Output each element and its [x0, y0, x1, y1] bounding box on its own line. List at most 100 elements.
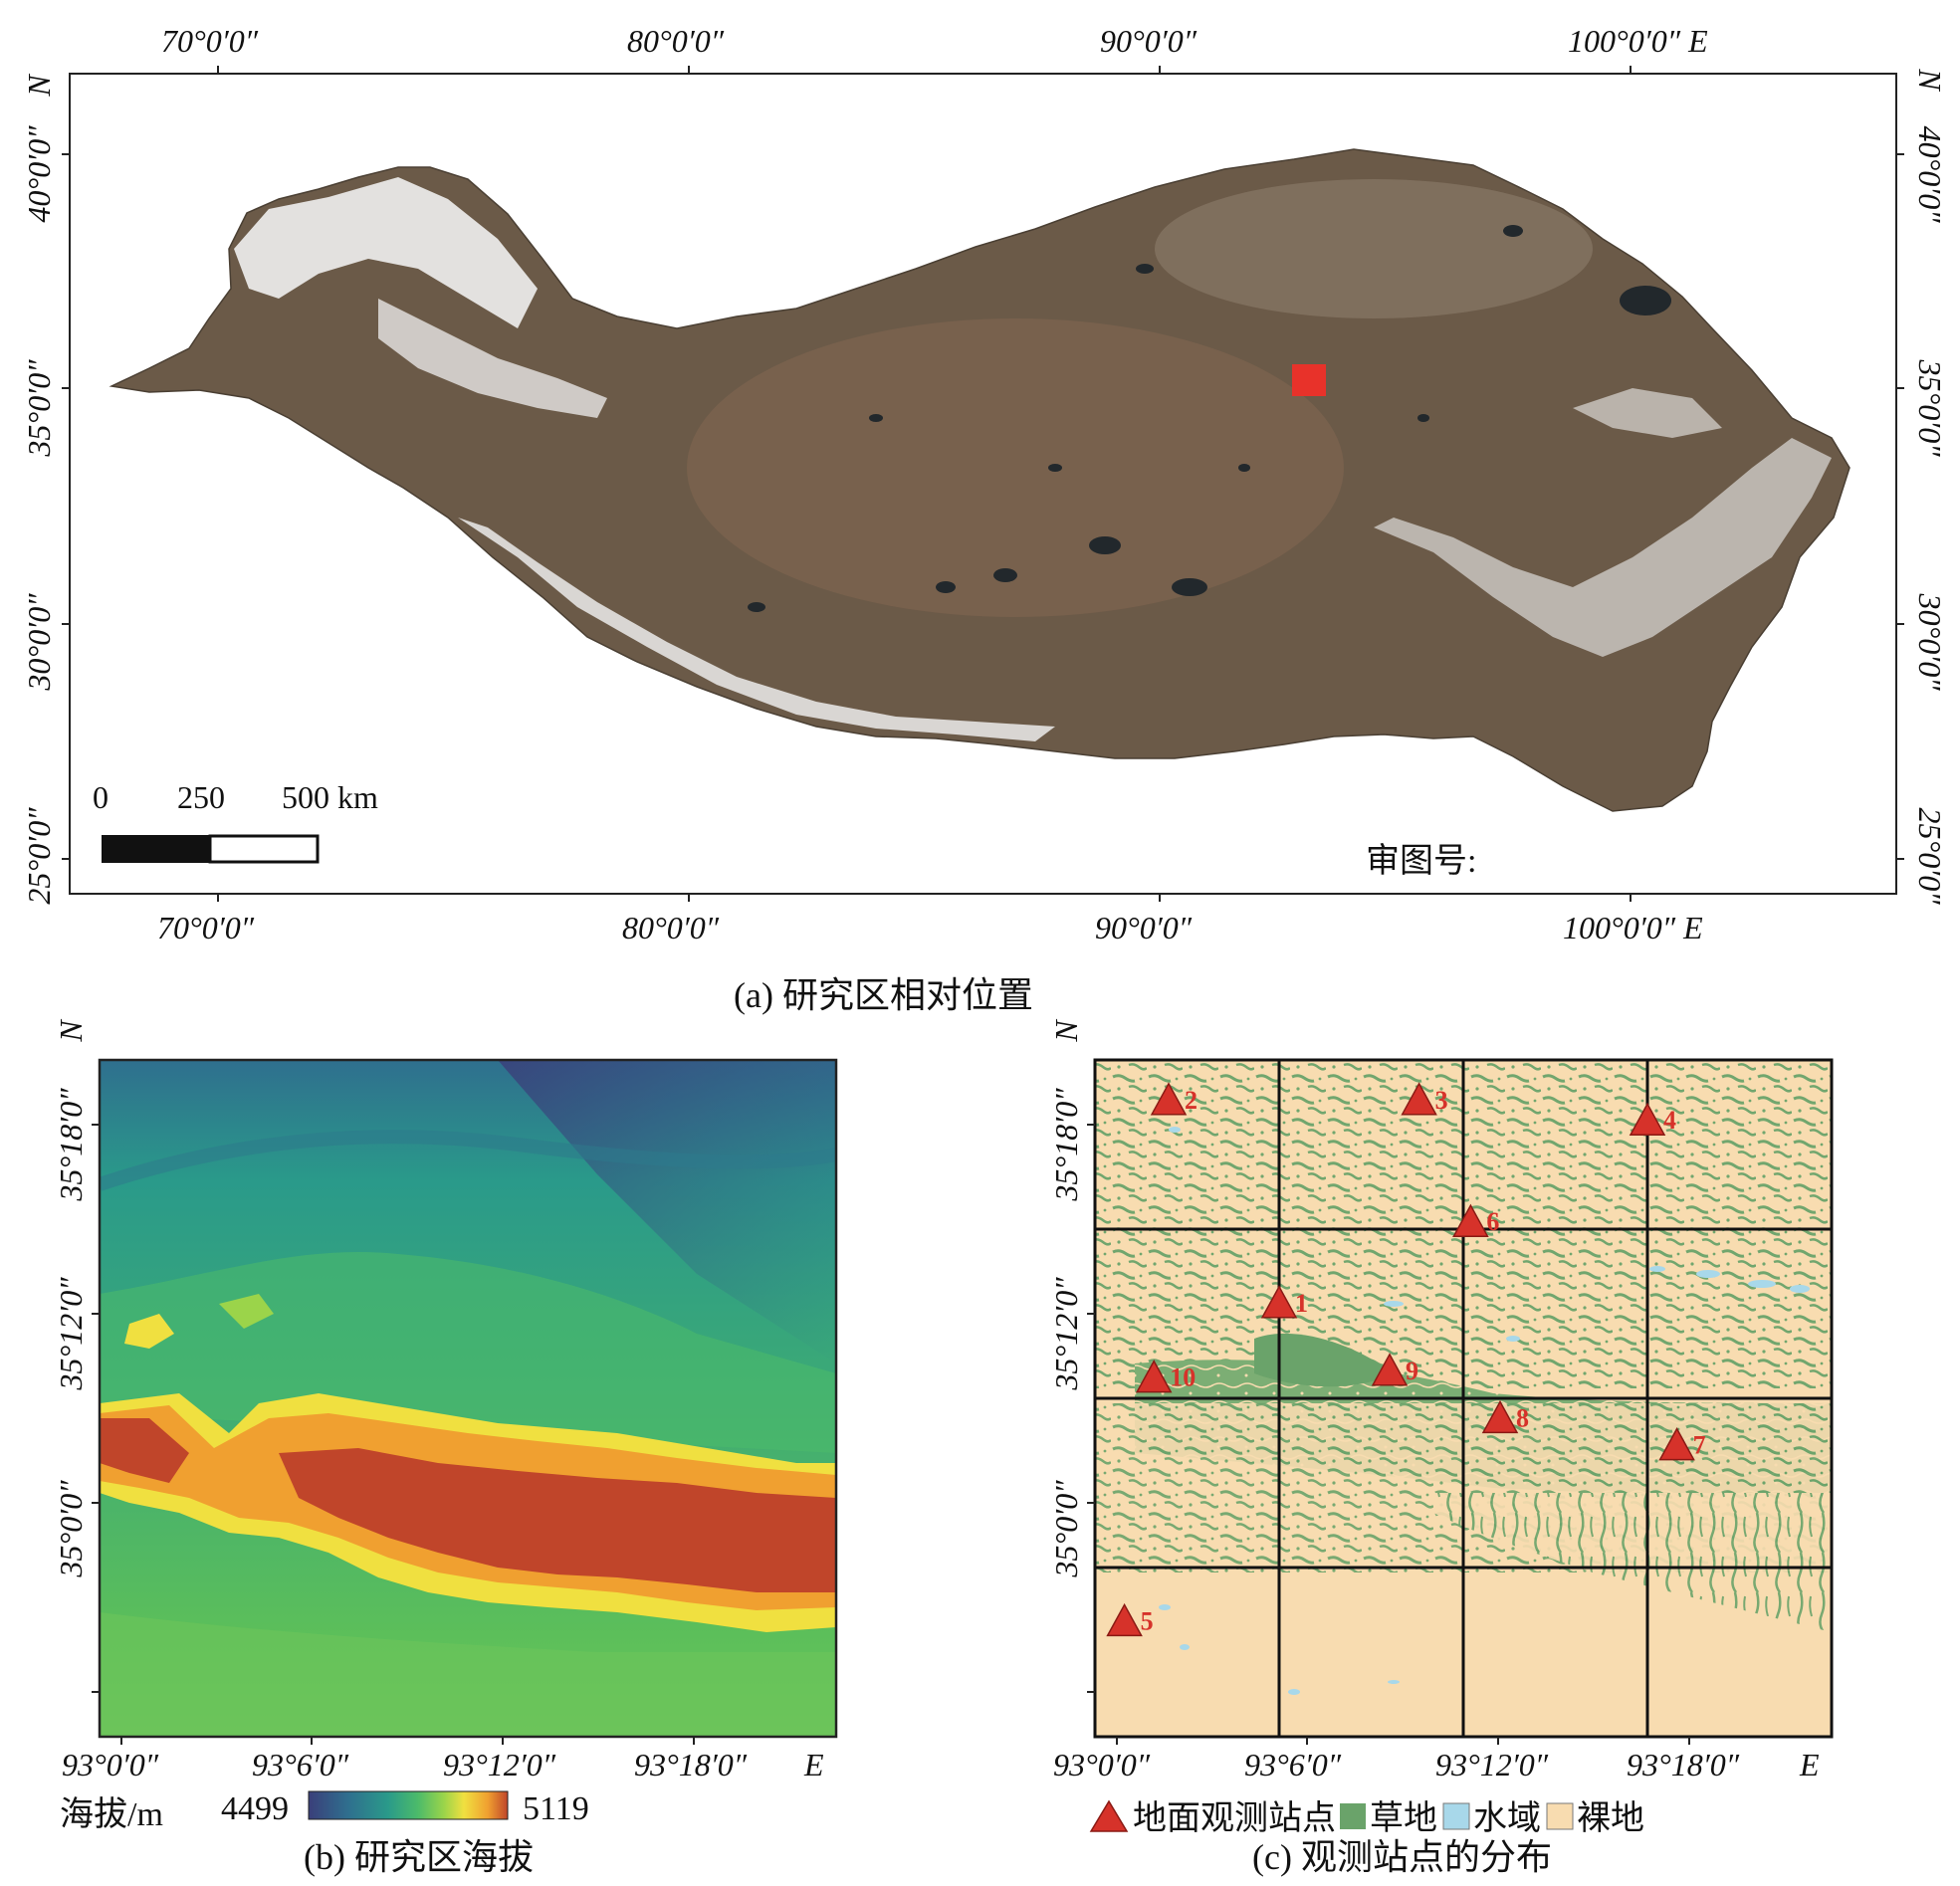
lat-label: N: [21, 74, 57, 98]
station-1: 1: [1260, 1285, 1308, 1319]
lon-label: E: [803, 1747, 824, 1782]
caption-c: (c) 观测站点的分布: [1252, 1837, 1552, 1877]
legend-max: 5119: [523, 1790, 589, 1827]
stations-layer: 1 2 3 4 5 6 7 8 9 10: [1106, 1082, 1706, 1637]
station-label: 6: [1486, 1207, 1499, 1236]
lon-label: E: [1799, 1747, 1820, 1782]
legend-swatch-water: [1442, 1802, 1470, 1830]
lat-label: 30°0′0″: [1912, 592, 1948, 691]
lat-label: 40°0′0″: [1912, 125, 1948, 223]
lon-label: 100°0′0″ E: [1568, 23, 1708, 59]
lake: [748, 602, 765, 612]
panel-c-ticks: [1087, 1124, 1690, 1745]
panel-a-left-labels: N 40°0′0″ 35°0′0″ 30°0′0″ 25°0′0″: [21, 74, 57, 905]
grass-central-mass: [1254, 1333, 1394, 1387]
scale-label: 500 km: [282, 779, 378, 815]
grass-streaks: [1433, 1493, 1832, 1632]
lake: [1136, 264, 1154, 274]
legend-title: 海拔/m: [60, 1795, 163, 1833]
scale-bar: 0 250 500 km: [93, 779, 378, 864]
panel-a-top-labels: 70°0′0″ 80°0′0″ 90°0′0″ 100°0′0″ E: [161, 23, 1708, 59]
lat-label: 35°0′0″: [21, 359, 57, 458]
station-triangle: [1401, 1082, 1437, 1116]
lon-label: 70°0′0″: [161, 23, 259, 59]
landcover-legend: 地面观测站点 草地 水域 裸地: [1089, 1799, 1644, 1837]
lon-label: 80°0′0″: [627, 23, 725, 59]
scale-bar-white: [208, 834, 320, 864]
station-triangle: [1371, 1353, 1409, 1386]
plateau-image: [109, 148, 1851, 812]
station-5: 5: [1106, 1602, 1154, 1637]
lon-label: 93°6′0″: [252, 1747, 349, 1782]
station-8: 8: [1481, 1399, 1529, 1434]
water-patch: [1180, 1644, 1190, 1650]
panel-c-lat-labels: N 35°18′0″ 35°12′0″ 35°0′0″: [1048, 1019, 1084, 1578]
scale-label: 250: [177, 779, 225, 815]
caption-b: (b) 研究区海拔: [304, 1837, 534, 1877]
dem-image: [100, 1060, 836, 1737]
water-patch: [1748, 1280, 1776, 1288]
study-area-marker: [1292, 364, 1326, 396]
lake: [869, 414, 883, 422]
panel-b-lon-labels: 93°0′0″ 93°6′0″ 93°12′0″ 93°18′0″ E: [62, 1747, 824, 1782]
station-triangle: [1106, 1602, 1143, 1637]
station-label: 7: [1693, 1431, 1706, 1460]
water-patch: [1384, 1301, 1404, 1307]
lake: [1089, 536, 1121, 554]
station-10: 10: [1135, 1360, 1196, 1393]
panel-a: 70°0′0″ 80°0′0″ 90°0′0″ 100°0′0″ E 70°0′…: [21, 23, 1948, 945]
panel-c-frame: [1093, 1058, 1834, 1739]
dem-yellow-spot: [124, 1314, 174, 1349]
station-label: 3: [1435, 1086, 1448, 1115]
lake: [993, 568, 1017, 582]
legend-label: 裸地: [1577, 1799, 1644, 1837]
lake: [1172, 578, 1207, 596]
legend-min: 4499: [221, 1790, 289, 1827]
panel-a-right-labels: N 40°0′0″ 35°0′0″ 30°0′0″ 25°0′0″: [1912, 68, 1948, 905]
water-patches: [1159, 1127, 1810, 1695]
water-patch: [1790, 1285, 1810, 1293]
station-9: 9: [1371, 1353, 1418, 1386]
station-2: 2: [1150, 1082, 1198, 1116]
panel-a-bottom-labels: 70°0′0″ 80°0′0″ 90°0′0″ 100°0′0″ E: [157, 910, 1703, 945]
scale-bar-black: [102, 835, 211, 863]
lon-label: 93°12′0″: [443, 1747, 556, 1782]
lon-label: 90°0′0″: [1095, 910, 1193, 945]
panel-a-ticks: [62, 66, 1904, 902]
lon-label: 93°6′0″: [1244, 1747, 1342, 1782]
station-triangle: [1481, 1399, 1519, 1434]
lon-label: 93°18′0″: [634, 1747, 748, 1782]
water-patch: [1388, 1680, 1400, 1684]
lat-label: 35°12′0″: [1048, 1277, 1084, 1391]
lat-label: 35°0′0″: [53, 1480, 89, 1578]
lat-label: 25°0′0″: [21, 807, 57, 905]
lat-label: 35°12′0″: [53, 1277, 89, 1391]
station-triangle: [1658, 1427, 1695, 1461]
lon-label: 100°0′0″ E: [1563, 910, 1703, 945]
snow-east: [1314, 438, 1832, 657]
lake: [1417, 414, 1429, 422]
lat-label: 35°0′0″: [1912, 358, 1948, 457]
station-triangle: [1150, 1082, 1188, 1116]
legend-station-symbol: [1089, 1799, 1129, 1832]
station-4: 4: [1629, 1102, 1676, 1136]
lake: [1503, 225, 1523, 237]
plateau-shape: [109, 148, 1851, 812]
station-label: 9: [1406, 1357, 1418, 1385]
lon-label: 93°18′0″: [1627, 1747, 1740, 1782]
lat-label: 40°0′0″: [21, 125, 57, 223]
lon-label: 70°0′0″: [157, 910, 255, 945]
lake: [1048, 464, 1062, 472]
panel-b-ticks: [92, 1124, 695, 1745]
northern-basin-haze: [1155, 179, 1593, 318]
water-patch: [1288, 1689, 1300, 1695]
dem-yellow-spot: [219, 1294, 274, 1329]
dem-ridge-west: [100, 1418, 189, 1483]
station-triangle: [1260, 1285, 1298, 1319]
lat-label: 35°18′0″: [53, 1088, 89, 1202]
legend-swatch-grass: [1340, 1803, 1366, 1829]
water-patch: [1649, 1266, 1665, 1272]
station-triangle: [1452, 1203, 1489, 1237]
